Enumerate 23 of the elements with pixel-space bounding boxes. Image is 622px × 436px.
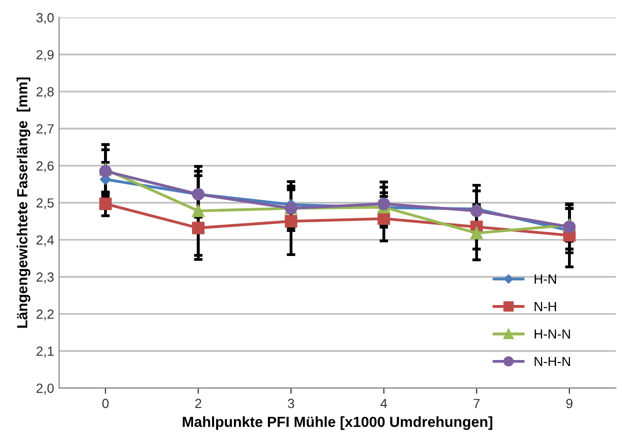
x-tick-label: 4 bbox=[380, 398, 388, 408]
x-tick-label: 9 bbox=[566, 398, 572, 408]
y-tick-label: 2,6 bbox=[36, 161, 54, 172]
y-tick-label: 2,8 bbox=[36, 87, 54, 98]
legend-label: H-N bbox=[534, 274, 556, 284]
y-tick-label: 2,9 bbox=[36, 50, 54, 61]
x-tick-label: 0 bbox=[102, 398, 109, 408]
x-tick-label: 2 bbox=[195, 398, 202, 408]
y-tick-label: 2,5 bbox=[36, 198, 54, 210]
x-tick-label: 3 bbox=[288, 398, 294, 408]
legend-label: N-H bbox=[534, 302, 556, 312]
y-tick-label: 2,2 bbox=[36, 309, 54, 320]
y-tick-label: 2,7 bbox=[36, 124, 54, 136]
y-tick-label: 2,0 bbox=[36, 384, 54, 395]
legend-label: N-H-N bbox=[534, 356, 570, 366]
legend-label: H-N-N bbox=[534, 329, 570, 339]
y-axis-title: Längengewichtete Faserlänge [mm] bbox=[16, 78, 30, 328]
x-tick-label: 7 bbox=[474, 398, 480, 408]
x-axis-title: Mahlpunkte PFI Mühle [x1000 Umdrehungen] bbox=[182, 416, 492, 430]
y-tick-label: 2,1 bbox=[36, 346, 54, 358]
y-tick-label: 2,3 bbox=[36, 272, 54, 284]
y-tick-label: 2,4 bbox=[36, 235, 54, 246]
y-tick-label: 3,0 bbox=[36, 13, 54, 24]
